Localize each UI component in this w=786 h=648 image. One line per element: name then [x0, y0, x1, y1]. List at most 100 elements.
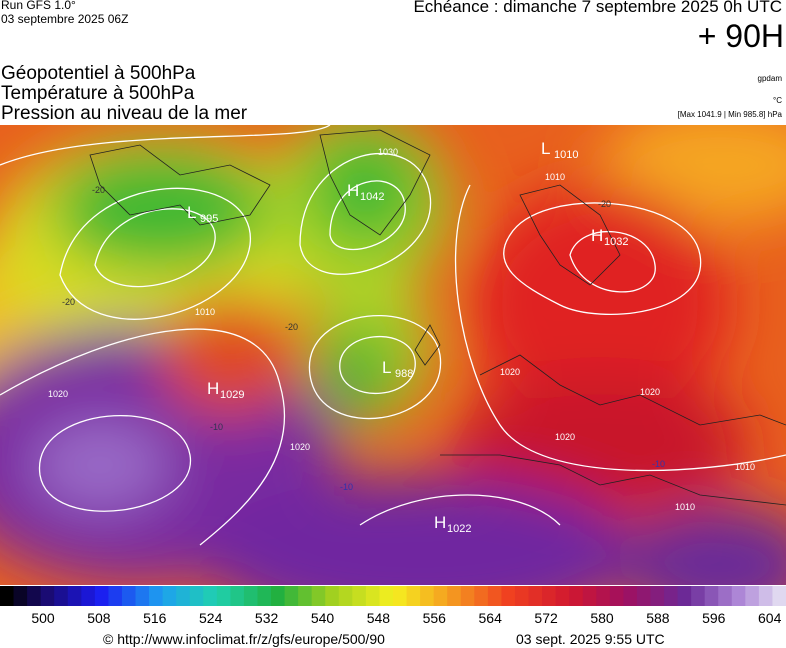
- scale-swatch: [243, 586, 258, 606]
- scale-swatch: [393, 586, 408, 606]
- contour-label: -20: [62, 297, 75, 307]
- scale-label: 548: [366, 610, 391, 626]
- contour-label: 1020: [555, 432, 575, 442]
- scale-swatch: [135, 586, 150, 606]
- scale-swatch: [0, 586, 15, 606]
- scale-swatch: [67, 586, 82, 606]
- scale-swatch: [447, 586, 462, 606]
- scale-swatch: [677, 586, 692, 606]
- scale-swatch: [474, 586, 489, 606]
- scale-swatch: [365, 586, 380, 606]
- run-date: 03 septembre 2025 06Z: [1, 12, 129, 26]
- field-name: Géopotentiel à 500hPa: [1, 63, 196, 84]
- scale-swatch: [189, 586, 204, 606]
- scale-swatch: [284, 586, 299, 606]
- center-value: 1042: [360, 191, 384, 203]
- scale-swatch: [745, 586, 760, 606]
- contour-label: -20: [598, 199, 611, 209]
- scale-swatch: [94, 586, 109, 606]
- contour-label: 1020: [290, 442, 310, 452]
- contour-label: -20: [92, 185, 105, 195]
- contour-label: 1010: [735, 462, 755, 472]
- center-letter: L: [187, 203, 196, 222]
- scale-label: 556: [422, 610, 446, 626]
- scale-label: 540: [310, 610, 335, 626]
- scale-swatch: [13, 586, 28, 606]
- scale-swatch: [257, 586, 272, 606]
- scale-swatch: [203, 586, 218, 606]
- pressure-center: H 1042: [347, 181, 384, 203]
- scale-swatch: [691, 586, 706, 606]
- contour-label: 1020: [500, 367, 520, 377]
- center-value: 1029: [220, 389, 244, 401]
- center-value: 988: [395, 368, 413, 380]
- scale-swatch: [758, 586, 773, 606]
- scale-swatch: [216, 586, 231, 606]
- scale-label: 508: [87, 610, 111, 626]
- unit: [Max 1041.9 | Min 985.8] hPa: [677, 110, 782, 119]
- coastlines: [89, 129, 786, 506]
- scale-label: 596: [702, 610, 726, 626]
- scale-swatch: [772, 586, 786, 606]
- center-value: 1010: [554, 149, 578, 161]
- temperature-field: [0, 125, 786, 585]
- run-label: Run GFS 1.0°: [1, 0, 76, 12]
- scale-swatch: [81, 586, 96, 606]
- scale-swatch: [664, 586, 679, 606]
- contour-label: -10: [652, 459, 665, 469]
- scale-swatch: [636, 586, 651, 606]
- scale-swatch: [271, 586, 286, 606]
- center-letter: H: [207, 379, 219, 398]
- scale-swatch: [731, 586, 746, 606]
- scale-swatch: [433, 586, 448, 606]
- scale-swatch: [311, 586, 326, 606]
- scale-swatch: [40, 586, 55, 606]
- scale-label: 524: [199, 610, 223, 626]
- scale-swatch: [54, 586, 69, 606]
- scale-swatch: [149, 586, 164, 606]
- generated-time: 03 sept. 2025 9:55 UTC: [516, 631, 665, 647]
- contour-label: -10: [210, 422, 223, 432]
- pressure-center: H 1032: [591, 226, 628, 248]
- scale-swatch: [487, 586, 502, 606]
- pressure-center: L 988: [382, 358, 413, 380]
- color-scale: [0, 586, 786, 606]
- scale-swatch: [514, 586, 530, 606]
- scale-swatch: [542, 586, 557, 606]
- center-value: 1022: [447, 523, 471, 535]
- scale-label: 572: [534, 610, 558, 626]
- scale-swatch: [528, 586, 543, 606]
- scale-swatch: [352, 586, 367, 606]
- scale-swatch: [596, 586, 611, 606]
- scale-swatch: [162, 586, 177, 606]
- scale-label: 604: [758, 610, 782, 626]
- field-name: Pression au niveau de la mer: [1, 103, 248, 124]
- center-value: 995: [200, 213, 218, 225]
- scale-swatch: [650, 586, 665, 606]
- scale-label: 564: [478, 610, 502, 626]
- center-value: 1032: [604, 236, 628, 248]
- center-letter: H: [591, 226, 603, 245]
- source: © http://www.infoclimat.fr/z/gfs/europe/…: [103, 631, 385, 647]
- contour-label: 1010: [545, 172, 565, 182]
- scale-swatch: [108, 586, 123, 606]
- center-letter: H: [434, 513, 446, 532]
- unit: °C: [773, 96, 782, 105]
- scale-swatch: [609, 586, 624, 606]
- scale-label: 500: [31, 610, 55, 626]
- contour-label: 1030: [378, 147, 398, 157]
- scale-swatch: [338, 586, 353, 606]
- scale-swatch: [718, 586, 733, 606]
- scale-swatch: [460, 586, 475, 606]
- isobars: [0, 125, 786, 546]
- scale-swatch: [555, 586, 570, 606]
- unit: gpdam: [757, 74, 782, 83]
- scale-swatch: [582, 586, 597, 606]
- scale-swatch: [406, 586, 421, 606]
- scale-label: 532: [254, 610, 279, 626]
- pressure-center: H 1029: [207, 379, 244, 401]
- scale-swatch: [420, 586, 435, 606]
- scale-swatch: [230, 586, 245, 606]
